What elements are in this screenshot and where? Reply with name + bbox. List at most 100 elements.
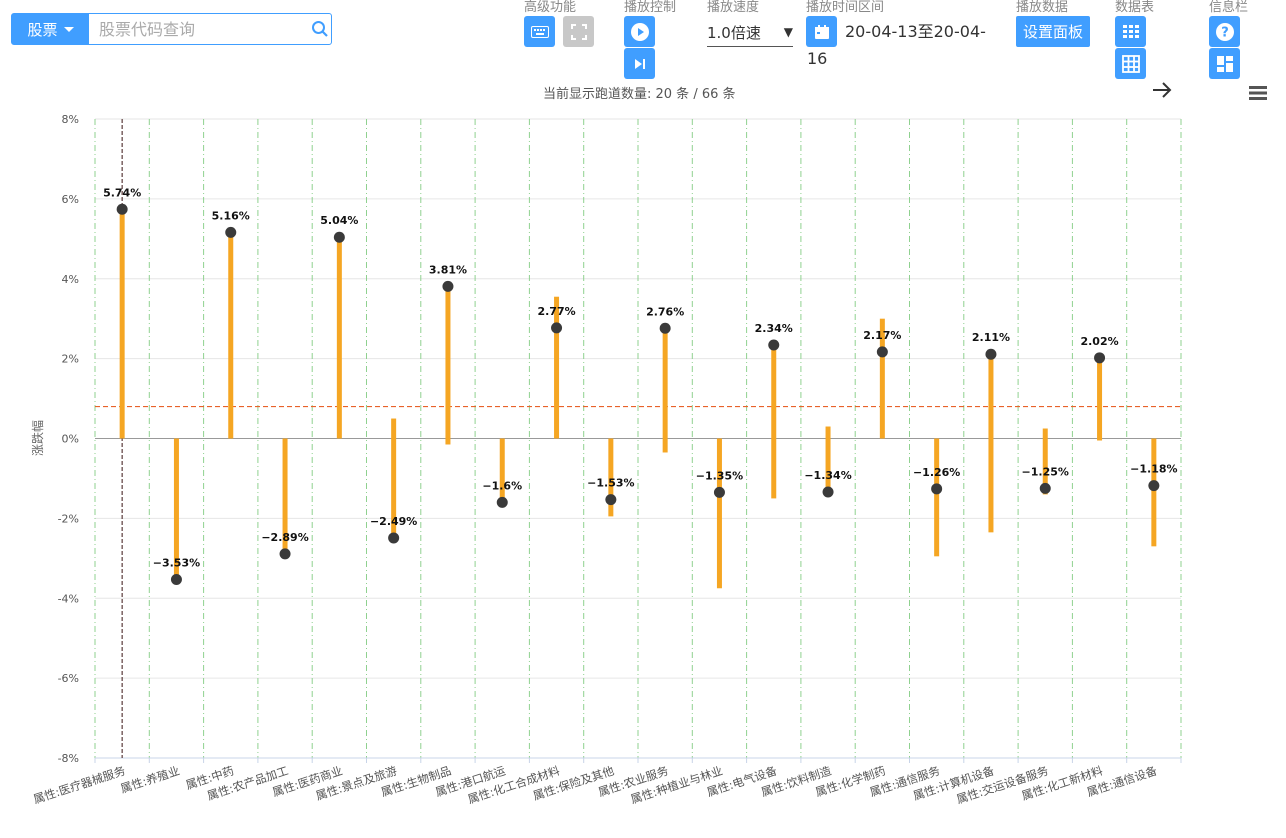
- x-tick-label: 属性:化工新材料: [1020, 763, 1105, 803]
- data-label: −1.53%: [587, 477, 634, 490]
- datatable-label: 数据表: [1115, 0, 1155, 15]
- table-icon[interactable]: [1115, 48, 1146, 79]
- data-label: 2.11%: [972, 331, 1010, 344]
- range-bar: [934, 438, 940, 557]
- value-dot: [116, 203, 128, 215]
- calendar-icon[interactable]: [806, 16, 837, 47]
- data-label: 5.16%: [212, 209, 250, 222]
- x-tick-label: 属性:医药商业: [271, 764, 345, 800]
- range-label: 播放时间区间: [806, 0, 885, 15]
- range-bar: [119, 209, 125, 439]
- menu-icon[interactable]: [1248, 85, 1270, 103]
- stock-type-label: 股票: [27, 20, 58, 39]
- data-label: −1.25%: [1022, 465, 1069, 478]
- data-label: 5.04%: [320, 214, 358, 227]
- range-bar: [228, 232, 234, 439]
- range-bar: [336, 237, 342, 439]
- info-label: 信息栏: [1209, 0, 1249, 15]
- range-bar: [825, 426, 831, 493]
- data-label: −1.6%: [482, 479, 522, 492]
- date-range-line1: 20-04-13至20-04-: [845, 22, 986, 41]
- advanced-label: 高级功能: [524, 0, 577, 15]
- x-tick-label: 属性:养殖业: [119, 764, 182, 796]
- y-tick-label: 2%: [62, 353, 79, 366]
- value-dot: [605, 494, 617, 506]
- value-dot: [822, 486, 834, 498]
- x-tick-label: 属性:化工合成材料: [466, 763, 562, 806]
- range-bar: [1097, 357, 1103, 441]
- range-bar: [445, 286, 451, 445]
- range-bar: [1042, 428, 1048, 495]
- range-bar: [282, 438, 288, 554]
- data-label: 5.74%: [103, 186, 141, 199]
- settings-panel-button[interactable]: 设置面板: [1016, 16, 1090, 47]
- caret-down-icon: [63, 26, 74, 32]
- step-forward-icon[interactable]: [624, 48, 655, 79]
- x-tick-label: 属性:交运设备服务: [955, 763, 1051, 806]
- date-range-text[interactable]: 20-04-13至20-04-: [845, 18, 995, 46]
- data-label: 播放数据: [1016, 0, 1069, 15]
- range-bar: [173, 438, 179, 580]
- value-dot: [931, 483, 943, 495]
- value-dot: [442, 280, 454, 292]
- data-label: 2.34%: [755, 322, 793, 335]
- x-tick-label: 属性:饮料制造: [759, 763, 833, 799]
- range-bar: [716, 438, 722, 589]
- y-axis-label: 涨跌幅: [30, 420, 45, 456]
- data-label: −1.34%: [804, 469, 851, 482]
- data-label: 2.76%: [646, 305, 684, 318]
- x-tick-label: 属性:生物制品: [379, 764, 453, 800]
- stock-type-dropdown[interactable]: 股票: [12, 14, 89, 44]
- range-bar: [771, 345, 777, 499]
- x-tick-label: 属性:景点及旅游: [314, 763, 399, 803]
- data-label: 3.81%: [429, 263, 467, 276]
- x-tick-label: 属性:电气设备: [705, 763, 779, 799]
- x-tick-label: 属性:港口航运: [434, 763, 508, 799]
- range-bar: [554, 296, 560, 439]
- x-tick-label: 属性:医疗器械服务: [32, 763, 128, 806]
- arrow-right-icon[interactable]: [1150, 78, 1174, 102]
- dashboard-icon[interactable]: [1209, 48, 1240, 79]
- y-tick-label: 8%: [62, 113, 79, 126]
- x-tick-label: 属性:农业服务: [596, 763, 670, 799]
- data-label: −1.35%: [696, 469, 743, 482]
- value-dot: [1094, 352, 1106, 364]
- value-dot: [388, 532, 400, 544]
- data-label: 2.02%: [1080, 335, 1118, 348]
- help-icon[interactable]: ?: [1209, 16, 1240, 47]
- x-tick-label: 属性:种植业与林业: [629, 764, 725, 807]
- value-dot: [713, 486, 725, 498]
- x-tick-label: 属性:保险及其他: [531, 763, 616, 803]
- svg-text:?: ?: [1221, 25, 1229, 40]
- fullscreen-icon[interactable]: [563, 16, 594, 47]
- value-dot: [659, 322, 671, 334]
- value-dot: [333, 231, 345, 243]
- data-label: −3.53%: [153, 556, 200, 569]
- search-bar: 股票: [11, 13, 332, 45]
- keyboard-icon[interactable]: [524, 16, 555, 47]
- y-tick-label: 4%: [62, 273, 79, 286]
- value-dot: [1148, 480, 1160, 492]
- x-tick-label: 属性:中药: [184, 764, 236, 793]
- lane-count-text: 当前显示跑道数量: 20 条 / 66 条: [543, 87, 736, 102]
- data-label: 2.17%: [863, 329, 901, 342]
- value-dot: [170, 573, 182, 585]
- stock-search-input[interactable]: [89, 14, 309, 44]
- play-icon[interactable]: [624, 16, 655, 47]
- data-label: −1.26%: [913, 466, 960, 479]
- value-dot: [768, 339, 780, 351]
- search-icon[interactable]: [309, 14, 331, 44]
- range-bar: [988, 354, 994, 533]
- grid-icon[interactable]: [1115, 16, 1146, 47]
- playback-label: 播放控制: [624, 0, 677, 15]
- value-dot: [876, 346, 888, 358]
- range-bar: [879, 318, 885, 439]
- x-tick-label: 属性:农产品加工: [205, 764, 290, 803]
- value-dot: [551, 322, 563, 334]
- speed-select[interactable]: 1.0倍速 ▼: [707, 18, 793, 47]
- range-bar: [499, 438, 505, 503]
- speed-label: 播放速度: [707, 0, 760, 15]
- value-dot: [225, 226, 237, 238]
- dropdown-arrow-icon: ▼: [783, 25, 793, 39]
